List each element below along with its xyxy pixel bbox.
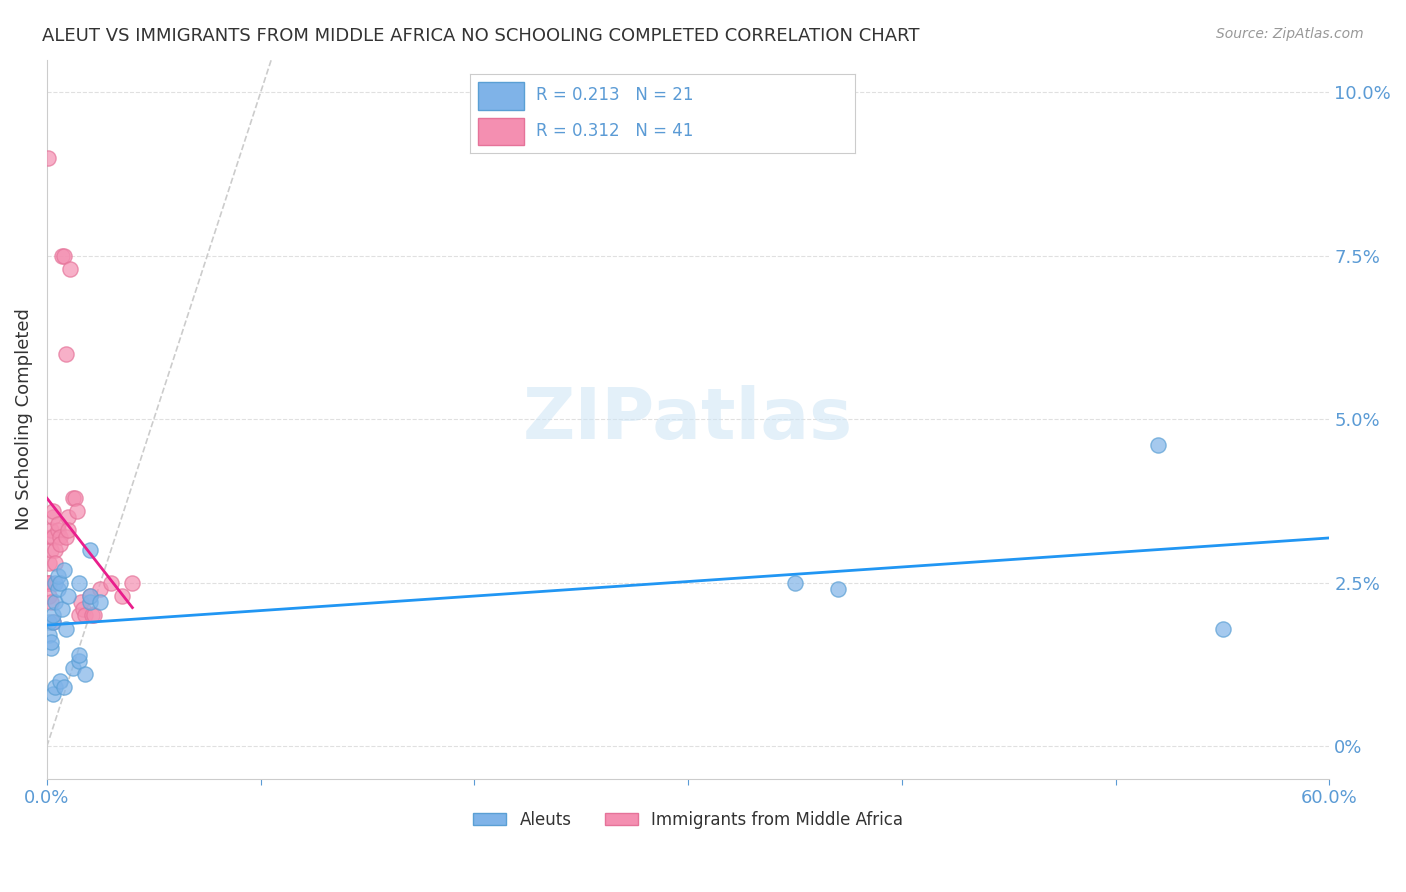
Point: [80, 608, 103, 623]
Point: [89, 582, 111, 597]
Point: [53, 563, 76, 577]
Point: [39, 634, 62, 648]
Point: [53, 681, 76, 695]
Point: [53, 249, 76, 263]
Y-axis label: No Schooling Completed: No Schooling Completed: [15, 309, 32, 530]
Point: [62, 491, 84, 505]
Point: [55, 622, 77, 636]
Point: [89, 595, 111, 609]
Point: [42, 608, 65, 623]
Legend: Aleuts, Immigrants from Middle Africa: Aleuts, Immigrants from Middle Africa: [467, 804, 910, 835]
Point: [66, 504, 89, 518]
Point: [39, 530, 62, 544]
Point: [48, 530, 70, 544]
Point: [67, 654, 90, 668]
Point: [39, 595, 62, 609]
Point: [38, 628, 60, 642]
Point: [42, 510, 65, 524]
Point: [38, 556, 60, 570]
Point: [63, 491, 86, 505]
Point: [111, 589, 134, 603]
Point: [51, 602, 73, 616]
Point: [44, 681, 66, 695]
Point: [100, 575, 122, 590]
Point: [38, 575, 60, 590]
Point: [58, 589, 80, 603]
Point: [42, 530, 65, 544]
Point: [39, 543, 62, 558]
Point: [46, 569, 69, 583]
Point: [79, 595, 101, 609]
Text: ZIPatlas: ZIPatlas: [523, 384, 853, 454]
Point: [75, 608, 97, 623]
Point: [38, 589, 60, 603]
Point: [1147, 438, 1170, 452]
Text: ALEUT VS IMMIGRANTS FROM MIDDLE AFRICA NO SCHOOLING COMPLETED CORRELATION CHART: ALEUT VS IMMIGRANTS FROM MIDDLE AFRICA N…: [42, 27, 920, 45]
Point: [39, 524, 62, 538]
Point: [70, 595, 93, 609]
Point: [783, 575, 806, 590]
Point: [42, 687, 65, 701]
Point: [44, 575, 66, 590]
Point: [37, 575, 59, 590]
Point: [79, 589, 101, 603]
Point: [62, 661, 84, 675]
Point: [58, 510, 80, 524]
Point: [59, 261, 82, 276]
Point: [83, 608, 105, 623]
Point: [42, 615, 65, 629]
Point: [79, 543, 101, 558]
Point: [44, 543, 66, 558]
Point: [67, 608, 90, 623]
Point: [46, 582, 69, 597]
Point: [55, 347, 77, 361]
Point: [39, 641, 62, 656]
Point: [42, 504, 65, 518]
Point: [67, 648, 90, 662]
Point: [46, 524, 69, 538]
Point: [51, 249, 73, 263]
Point: [827, 582, 849, 597]
Point: [38, 615, 60, 629]
Point: [42, 615, 65, 629]
Point: [38, 575, 60, 590]
Point: [37, 151, 59, 165]
Point: [48, 536, 70, 550]
Point: [48, 673, 70, 688]
Point: [44, 556, 66, 570]
Point: [55, 530, 77, 544]
Point: [75, 667, 97, 681]
Point: [44, 595, 66, 609]
Point: [121, 575, 143, 590]
Point: [46, 516, 69, 531]
Text: Source: ZipAtlas.com: Source: ZipAtlas.com: [1216, 27, 1364, 41]
Point: [48, 575, 70, 590]
Point: [67, 575, 90, 590]
Point: [58, 524, 80, 538]
Point: [79, 589, 101, 603]
Point: [1211, 622, 1233, 636]
Point: [72, 602, 94, 616]
